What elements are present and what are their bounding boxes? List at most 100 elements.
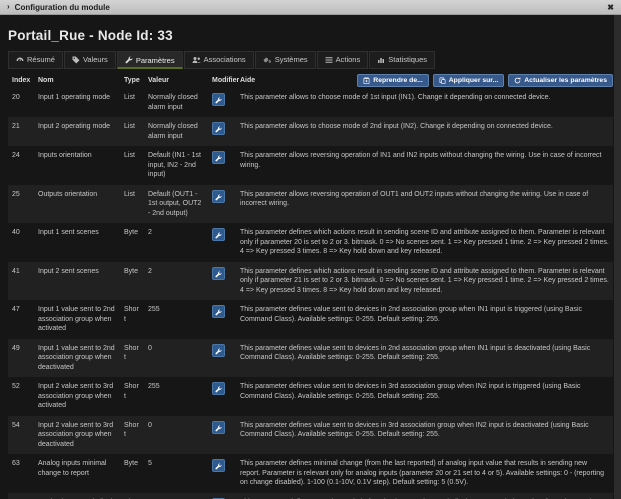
param-name: Input 2 value sent to 3rd association gr… (38, 421, 114, 448)
tab-statistiques[interactable]: Statistiques (369, 51, 436, 69)
table-row: 47 Input 1 value sent to 2nd association… (8, 300, 613, 339)
import-icon (363, 77, 370, 84)
edit-param-button[interactable] (212, 420, 225, 435)
param-name: Inputs orientation (38, 152, 92, 159)
refresh-params-button[interactable]: Actualiser les paramètres (508, 74, 613, 87)
wrench-icon (125, 56, 133, 64)
wrench-icon (215, 92, 222, 107)
param-name: Input 1 sent scenes (38, 229, 99, 236)
param-help: This parameter defines value sent to dev… (240, 421, 589, 439)
param-type: Short (124, 383, 139, 400)
param-help: This parameter defines value sent to dev… (240, 306, 583, 323)
edit-param-button[interactable] (212, 189, 225, 203)
param-help: This parameter allows to choose mode of … (240, 123, 553, 130)
param-value: Default (IN1 - 1st input, IN2 - 2nd inpu… (148, 152, 201, 178)
col-modifier: Modifier (212, 77, 240, 84)
param-type: Byte (124, 267, 139, 275)
col-valeur: Valeur (148, 77, 170, 84)
param-value: Normally closed alarm input (148, 94, 198, 111)
param-name: Input 1 value sent to 2nd association gr… (38, 306, 115, 332)
paste-icon (439, 77, 446, 84)
close-icon[interactable]: ✖ (607, 2, 614, 12)
table-row: 40 Input 1 sent scenes Byte 2 This param… (8, 223, 613, 262)
wrench-icon (215, 121, 222, 136)
param-type: List (124, 94, 135, 101)
param-help: This parameter defines minimal change (f… (240, 460, 605, 486)
param-index: 63 (12, 460, 20, 467)
param-help: This parameter allows reversing operatio… (240, 152, 602, 169)
edit-param-button[interactable] (212, 122, 225, 135)
table-row: 21 Input 2 operating mode List Normally … (8, 117, 613, 146)
param-value: 0 (148, 421, 152, 429)
param-type: Short (124, 344, 139, 362)
col-type: Type (124, 77, 140, 84)
param-index: 49 (12, 344, 20, 352)
table-row: 63 Analog inputs minimal change to repor… (8, 454, 613, 493)
param-help: This parameter defines reporting period … (236, 493, 613, 499)
tab-valeurs[interactable]: Valeurs (63, 51, 116, 69)
page-title: Portail_Rue - Node Id: 33 (8, 28, 173, 43)
param-help: This parameter allows to choose mode of … (240, 94, 551, 101)
col-nom: Nom (38, 77, 54, 84)
param-type: Short (124, 306, 139, 323)
tab-label: Actions (335, 55, 361, 64)
param-type: Short (120, 493, 144, 499)
scrollbar-track[interactable] (614, 15, 621, 499)
param-table-body: 20 Input 1 operating mode List Normally … (8, 88, 613, 499)
edit-param-button[interactable] (212, 93, 225, 106)
param-index: 20 (12, 94, 20, 101)
param-type: Byte (124, 229, 139, 236)
param-index: 21 (12, 123, 20, 130)
table-row: 20 Input 1 operating mode List Normally … (8, 88, 613, 117)
tab-resume[interactable]: Résumé (8, 51, 63, 69)
col-index: Index (12, 77, 31, 84)
chevron-right-icon: › (7, 2, 10, 11)
param-name: Input 1 value sent to 2nd association gr… (38, 344, 115, 371)
tab-label: Paramètres (135, 55, 175, 65)
edit-param-button[interactable] (212, 497, 225, 499)
param-value: 2 (148, 267, 152, 275)
wrench-icon (215, 227, 222, 242)
tab-associations[interactable]: Associations (183, 51, 254, 69)
tab-systemes[interactable]: Systèmes (254, 51, 316, 69)
param-name: Input 2 value sent to 3rd association gr… (38, 383, 114, 409)
edit-param-button[interactable] (212, 459, 225, 472)
param-name: Analog inputs periodical reports (34, 493, 120, 499)
edit-param-button[interactable] (212, 228, 225, 241)
edit-param-button[interactable] (212, 266, 225, 280)
tab-actions[interactable]: Actions (316, 51, 369, 69)
tab-label: Systèmes (274, 55, 308, 64)
param-index: 24 (12, 152, 20, 159)
param-index: 41 (12, 267, 20, 275)
param-help: This parameter allows reversing operatio… (240, 190, 589, 208)
param-name: Analog inputs minimal change to report (38, 460, 107, 477)
param-index: 25 (12, 190, 20, 198)
edit-param-button[interactable] (212, 305, 225, 318)
list-icon (325, 56, 333, 64)
param-value: Normally closed alarm input (148, 123, 198, 140)
table-row: 49 Input 1 value sent to 2nd association… (8, 338, 613, 377)
wrench-icon (215, 420, 222, 435)
table-row: 41 Input 2 sent scenes Byte 2 This param… (8, 261, 613, 300)
edit-param-button[interactable] (212, 151, 225, 164)
param-help: This parameter defines which actions res… (240, 267, 609, 294)
tab-label: Associations (203, 55, 246, 64)
wrench-icon (215, 150, 222, 165)
window-title: Configuration du module (14, 2, 110, 12)
edit-param-button[interactable] (212, 343, 225, 357)
param-value: 2 (148, 229, 152, 236)
param-name: Input 1 operating mode (38, 94, 110, 101)
param-type: Byte (124, 460, 139, 467)
param-index: 54 (12, 421, 20, 429)
param-index: 52 (12, 383, 20, 390)
table-header-row: Index Nom Type Valeur Modifier Aide (8, 72, 613, 88)
resume-from-button[interactable]: Reprendre de... (357, 74, 429, 87)
edit-param-button[interactable] (212, 382, 225, 395)
param-type: List (124, 190, 135, 198)
param-value: 0 (148, 344, 152, 352)
tag-icon (72, 56, 80, 64)
apply-to-button[interactable]: Appliquer sur... (432, 74, 505, 87)
tab-parametres[interactable]: Paramètres (116, 51, 183, 69)
chart-icon (377, 56, 385, 64)
col-aide: Aide (240, 77, 256, 84)
